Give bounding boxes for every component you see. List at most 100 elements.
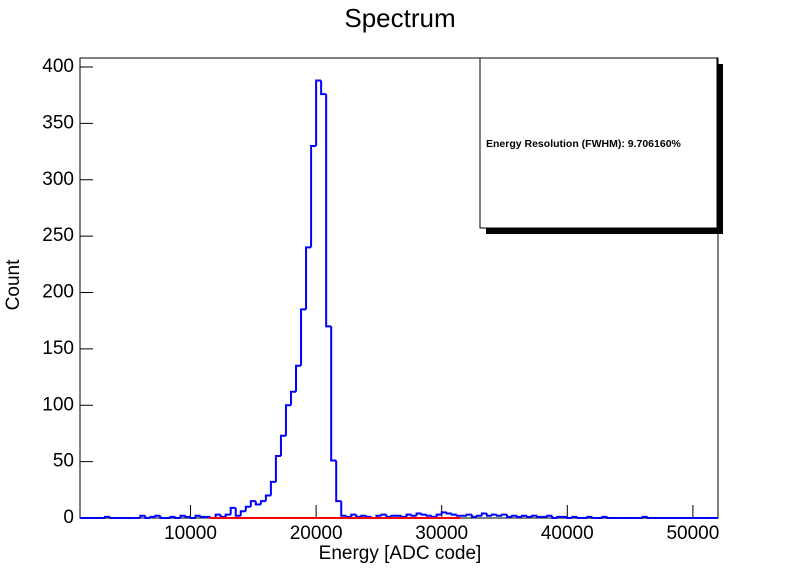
histogram-bin bbox=[340, 501, 347, 517]
y-tick-label: 0 bbox=[63, 507, 74, 528]
histogram-bin bbox=[415, 512, 422, 516]
histogram-bin bbox=[269, 480, 276, 496]
chart-title: Spectrum bbox=[344, 3, 455, 33]
histogram-bin bbox=[465, 513, 472, 516]
histogram-bin bbox=[315, 79, 322, 146]
histogram-bin bbox=[425, 514, 432, 517]
stats-text: Energy Resolution (FWHM): 9.706160% bbox=[486, 138, 682, 150]
histogram-bin bbox=[229, 506, 236, 515]
histogram-bin bbox=[385, 514, 392, 518]
histogram-bin bbox=[139, 514, 146, 518]
histogram-bin bbox=[254, 501, 261, 506]
histogram-bin bbox=[586, 515, 593, 518]
histogram-bin bbox=[295, 364, 302, 392]
histogram-bin bbox=[410, 514, 417, 517]
histogram-bin bbox=[445, 512, 452, 515]
y-tick-label: 150 bbox=[42, 338, 74, 359]
histogram-bin bbox=[224, 513, 231, 517]
histogram-bin bbox=[199, 515, 206, 518]
stats-box bbox=[479, 57, 718, 229]
histogram-bin bbox=[440, 511, 447, 515]
histogram-bin bbox=[380, 513, 387, 516]
histogram-bin bbox=[355, 514, 362, 518]
histogram-bin bbox=[300, 308, 307, 366]
histogram-bin bbox=[144, 515, 151, 519]
histogram-bin bbox=[470, 514, 477, 518]
histogram-bin bbox=[521, 514, 528, 517]
histogram-bin bbox=[536, 515, 543, 518]
histogram-bin bbox=[566, 516, 573, 519]
histogram-bin bbox=[475, 514, 482, 517]
histogram-bin bbox=[506, 514, 513, 518]
histogram-bin bbox=[179, 514, 186, 518]
histogram-bin bbox=[169, 515, 176, 518]
x-tick-label: 10000 bbox=[164, 523, 217, 544]
histogram-bin bbox=[259, 500, 266, 505]
histogram-bin bbox=[104, 515, 111, 518]
y-tick-label: 400 bbox=[42, 56, 74, 77]
histogram-bin bbox=[360, 514, 367, 517]
histogram-bin bbox=[274, 454, 281, 482]
histogram-bin bbox=[591, 516, 598, 519]
x-tick-label: 20000 bbox=[290, 523, 343, 544]
histogram-bin bbox=[335, 460, 342, 503]
histogram-bin bbox=[556, 515, 563, 518]
histogram-bin bbox=[516, 515, 523, 518]
histogram-bin bbox=[485, 513, 492, 517]
histogram-bin bbox=[189, 516, 196, 519]
histogram-bin bbox=[109, 516, 116, 519]
histogram-bin bbox=[571, 515, 578, 518]
histogram-bin bbox=[310, 144, 317, 248]
histogram-bin bbox=[405, 513, 412, 517]
histogram-bin bbox=[159, 515, 166, 519]
histogram-bin bbox=[480, 512, 487, 516]
histogram-bin bbox=[495, 514, 502, 517]
histogram-bin bbox=[546, 514, 553, 517]
histogram-bin bbox=[420, 513, 427, 516]
histogram-bin bbox=[641, 515, 648, 518]
x-tick-label: 50000 bbox=[666, 523, 719, 544]
histogram-bin bbox=[305, 246, 312, 310]
histogram-bin bbox=[149, 515, 156, 518]
y-tick-label: 100 bbox=[42, 394, 74, 415]
histogram-bin bbox=[244, 505, 251, 512]
histogram-bin bbox=[234, 507, 241, 517]
histogram-bin bbox=[526, 515, 533, 518]
histogram-bin bbox=[511, 514, 518, 517]
histogram-bin bbox=[365, 515, 372, 518]
histogram-bin bbox=[154, 514, 161, 517]
histogram-bin bbox=[214, 513, 221, 518]
histogram-bin bbox=[264, 494, 271, 502]
histogram-bin bbox=[606, 516, 613, 519]
histogram-bin bbox=[249, 500, 256, 507]
histogram-bin bbox=[330, 326, 337, 462]
histogram-bin bbox=[279, 434, 286, 456]
histogram-bin bbox=[430, 515, 437, 518]
histogram-bin bbox=[194, 514, 201, 518]
histogram-bin bbox=[184, 515, 191, 518]
histogram-bin bbox=[400, 515, 407, 518]
histogram-bin bbox=[320, 80, 327, 96]
histogram-bin bbox=[174, 516, 181, 519]
histogram-bin bbox=[325, 94, 332, 328]
histogram-bin bbox=[239, 510, 246, 516]
histogram-bin bbox=[601, 515, 608, 518]
y-tick-label: 350 bbox=[42, 112, 74, 133]
histogram-bin bbox=[576, 516, 583, 519]
histogram-bin bbox=[435, 513, 442, 517]
x-axis-label: Energy [ADC code] bbox=[319, 543, 482, 564]
y-tick-label: 200 bbox=[42, 282, 74, 303]
y-tick-label: 250 bbox=[42, 225, 74, 246]
histogram-bin bbox=[390, 514, 397, 517]
histogram-bin bbox=[289, 390, 297, 406]
histogram-bin bbox=[490, 513, 497, 516]
histogram-bin bbox=[350, 513, 357, 517]
histogram-bin bbox=[551, 515, 558, 519]
y-axis-label: Count bbox=[3, 259, 24, 310]
histogram-bin bbox=[531, 514, 538, 517]
x-tick-label: 30000 bbox=[415, 523, 468, 544]
histogram-bin bbox=[500, 513, 508, 516]
histogram-bin bbox=[450, 513, 457, 516]
histogram-bin bbox=[646, 516, 653, 519]
